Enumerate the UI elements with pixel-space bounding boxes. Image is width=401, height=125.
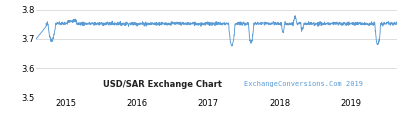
Text: USD/SAR Exchange Chart: USD/SAR Exchange Chart	[103, 80, 222, 89]
Text: ExchangeConversions.Com 2019: ExchangeConversions.Com 2019	[244, 81, 363, 87]
